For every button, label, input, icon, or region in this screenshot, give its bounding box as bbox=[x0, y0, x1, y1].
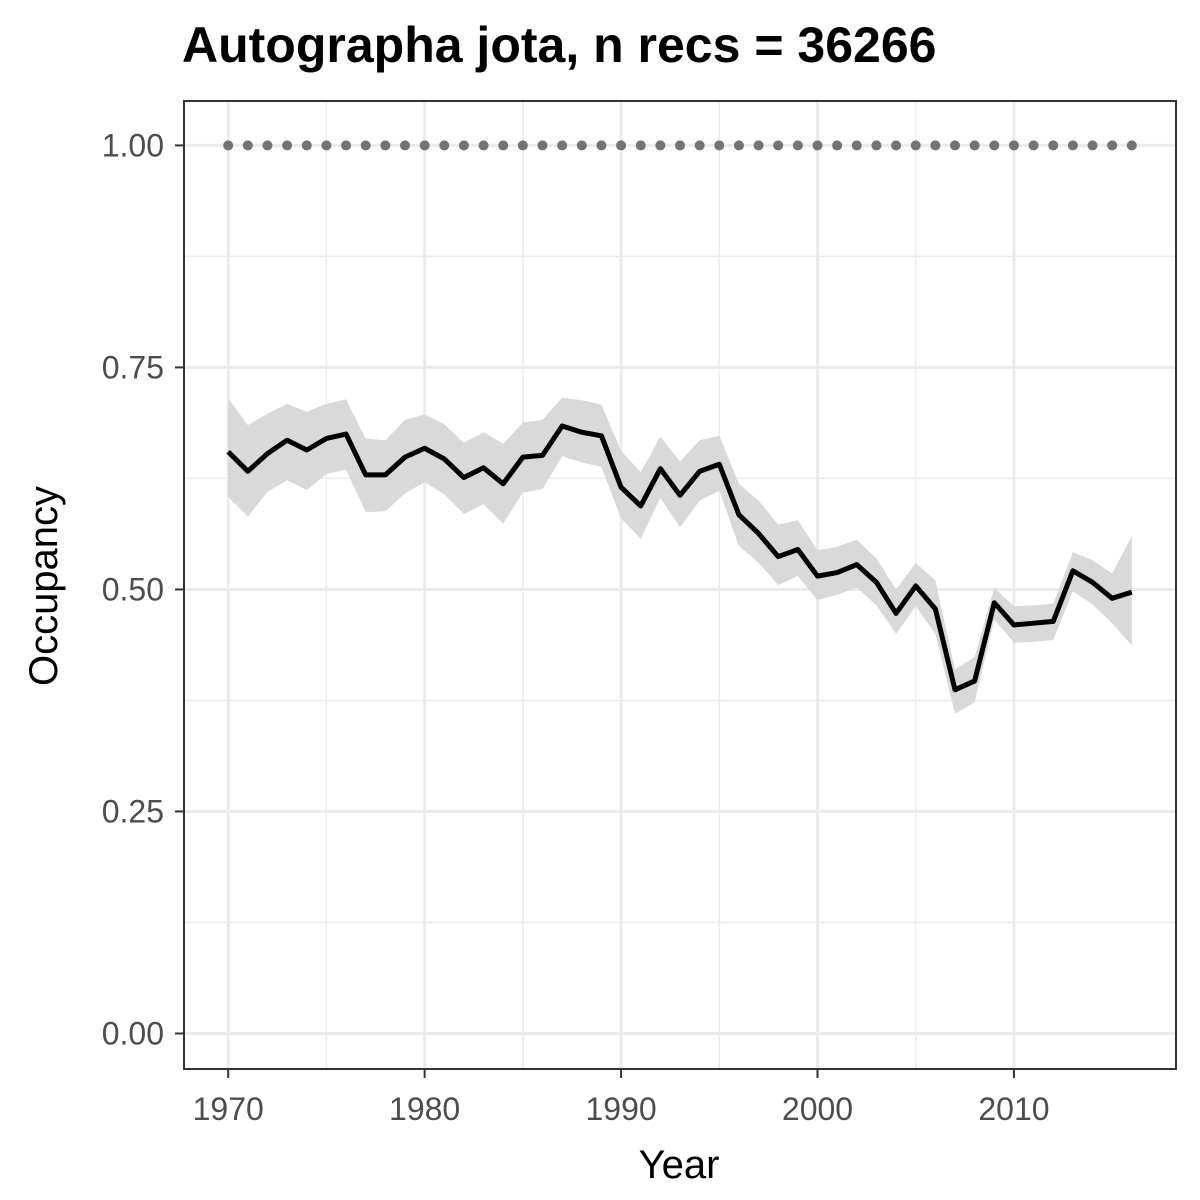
dot-point bbox=[733, 140, 744, 151]
dot-point bbox=[1028, 140, 1039, 151]
dot-point bbox=[341, 140, 352, 151]
minor-grid bbox=[184, 101, 1176, 1069]
y-tick-label: 0.00 bbox=[102, 1015, 164, 1051]
dot-point bbox=[773, 140, 784, 151]
dot-point bbox=[694, 140, 705, 151]
dot-point bbox=[1048, 140, 1059, 151]
x-axis: 1970 1980 1990 2000 2010 bbox=[193, 1069, 1050, 1127]
dot-point bbox=[262, 140, 273, 151]
dot-point bbox=[950, 140, 961, 151]
dot-point bbox=[989, 140, 1000, 151]
mean-line-layer bbox=[226, 423, 1133, 693]
dot-point bbox=[458, 140, 469, 151]
dot-point bbox=[282, 140, 293, 151]
dot-point bbox=[1126, 140, 1137, 151]
dot-point bbox=[537, 140, 548, 151]
dot-point bbox=[871, 140, 882, 151]
dot-point bbox=[635, 140, 646, 151]
x-tick-label: 1970 bbox=[193, 1091, 264, 1127]
dot-point bbox=[1087, 140, 1098, 151]
dot-point bbox=[753, 140, 764, 151]
dot-point bbox=[478, 140, 489, 151]
x-tick-label: 2010 bbox=[978, 1091, 1049, 1127]
dot-point bbox=[596, 140, 607, 151]
dot-point bbox=[498, 140, 509, 151]
chart-title: Autographa jota, n recs = 36266 bbox=[182, 17, 936, 73]
dot-point bbox=[1008, 140, 1019, 151]
dot-point bbox=[891, 140, 902, 151]
y-tick-label: 0.75 bbox=[102, 349, 164, 385]
dot-point bbox=[399, 140, 410, 151]
dot-point bbox=[616, 140, 627, 151]
dot-point bbox=[380, 140, 391, 151]
x-tick-label: 1980 bbox=[389, 1091, 460, 1127]
dot-point bbox=[242, 140, 253, 151]
dot-point bbox=[439, 140, 450, 151]
x-tick-label: 2000 bbox=[782, 1091, 853, 1127]
y-axis-title: Occupancy bbox=[22, 486, 66, 686]
y-axis: 0.00 0.25 0.50 0.75 1.00 bbox=[102, 127, 184, 1051]
major-grid bbox=[184, 101, 1176, 1069]
dot-point bbox=[1107, 140, 1118, 151]
panel-border bbox=[183, 100, 1177, 1070]
dot-point bbox=[1067, 140, 1078, 151]
dot-point bbox=[675, 140, 685, 151]
dot-point bbox=[655, 140, 666, 151]
dot-point bbox=[360, 140, 371, 151]
dot-point bbox=[851, 140, 862, 151]
dot-point bbox=[792, 140, 803, 151]
dot-point bbox=[301, 140, 312, 151]
y-tick-label: 1.00 bbox=[102, 127, 164, 163]
dot-point bbox=[223, 140, 234, 151]
y-tick-label: 0.50 bbox=[102, 571, 164, 607]
dot-point bbox=[832, 140, 843, 151]
dot-point bbox=[714, 140, 725, 151]
x-axis-title: Year bbox=[639, 1143, 720, 1187]
dot-point bbox=[517, 140, 528, 151]
confidence-band-layer bbox=[228, 397, 1132, 714]
y-tick-label: 0.25 bbox=[102, 793, 164, 829]
dot-point bbox=[812, 140, 823, 151]
x-tick-label: 1990 bbox=[585, 1091, 656, 1127]
dot-point bbox=[969, 140, 980, 151]
dot-point bbox=[557, 140, 568, 151]
dot-point bbox=[930, 140, 941, 151]
confidence-band bbox=[228, 397, 1132, 714]
dot-point bbox=[910, 140, 921, 151]
dot-point bbox=[576, 140, 587, 151]
dot-point bbox=[419, 140, 430, 151]
mean-line bbox=[226, 423, 1133, 693]
dot-point bbox=[321, 140, 332, 151]
dots-layer bbox=[223, 140, 1137, 151]
